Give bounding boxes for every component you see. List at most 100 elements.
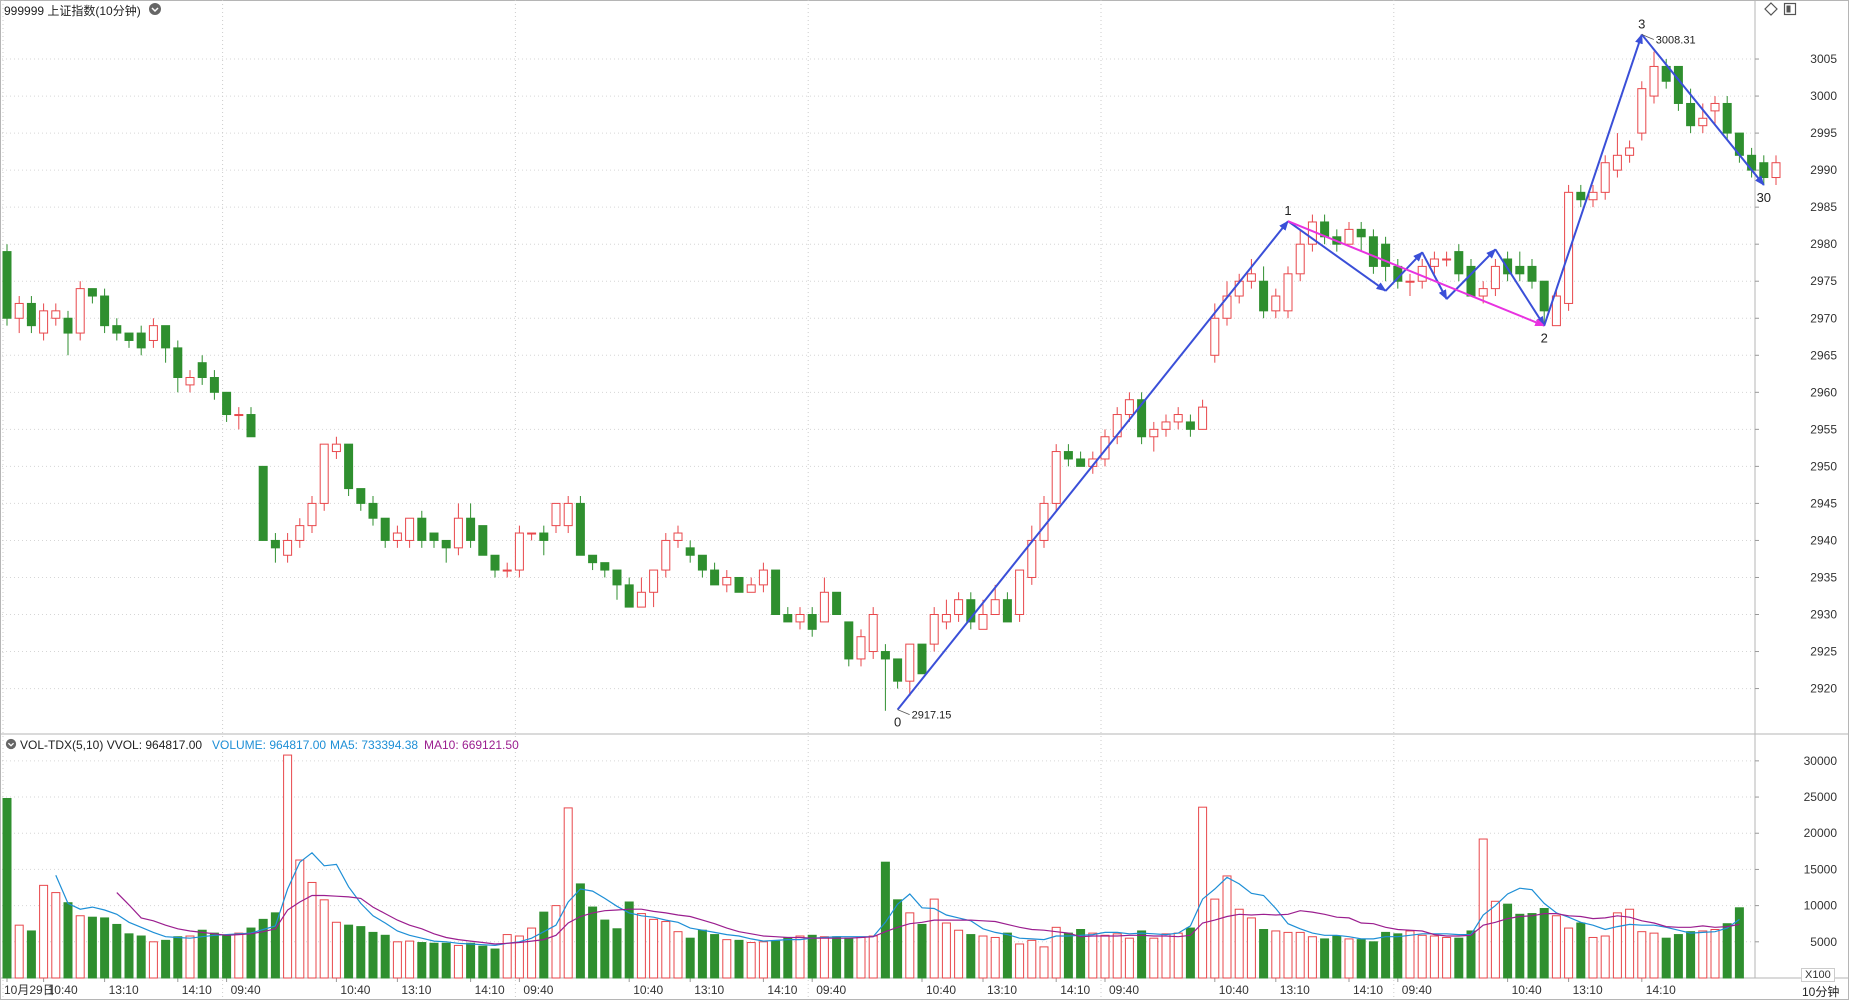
volume-bar [124,933,134,979]
volume-bar [405,940,415,979]
price-tick-label: 2975 [1810,274,1837,288]
wave-label: 30 [1757,190,1771,205]
wave-arrow [1445,248,1497,300]
volume-bar [1515,913,1525,979]
volume-bar [722,939,732,979]
wave-arrow [1543,33,1643,326]
volume-bar [734,939,744,979]
volume-value-label: VOLUME: 964817.00 [212,738,327,752]
volume-bar [673,931,683,979]
volume-bar [819,936,829,979]
candle-body [453,517,463,549]
candle-body [1442,258,1452,261]
candle-body [1686,102,1696,127]
volume-bar [1222,875,1232,979]
candle-body [1210,317,1220,356]
volume-tick-label: 10000 [1804,899,1838,913]
panel-maximize-icon[interactable] [1783,2,1797,19]
candle-body [1405,280,1415,283]
volume-bar [1173,932,1183,979]
candle-body [966,599,976,623]
volume-bar [1063,932,1073,979]
candle-body [26,302,36,327]
candle-body [319,443,329,504]
candle-body [1588,191,1598,201]
volume-bar [356,926,366,979]
volume-panel-menu-icon[interactable] [5,738,17,753]
volume-bar [1259,929,1269,979]
volume-bar [392,941,402,979]
candle-body [1185,421,1195,430]
volume-bar [966,934,976,979]
candle-body [1454,251,1464,275]
candle-body [1283,273,1293,312]
candle-body [1771,162,1781,179]
candle-body [807,614,817,630]
candle-body [527,532,537,535]
price-tick-label: 2990 [1810,163,1837,177]
volume-bar [502,934,512,979]
volume-bar [917,923,927,979]
volume-bar [1234,908,1244,979]
x-tick-label: 14:10 [1353,983,1383,997]
volume-bar [588,906,598,979]
volume-bar [746,942,756,979]
volume-bar [1600,935,1610,979]
x-tick-label: 14:10 [182,983,212,997]
candle-body [197,362,207,378]
volume-bar [75,915,85,979]
price-tick-label: 3005 [1810,52,1837,66]
candle-body [331,443,341,453]
volume-bar [331,921,341,979]
candle-body [758,569,768,586]
volume-bar [795,935,805,979]
candle-body [624,584,634,608]
candle-body [185,377,195,386]
volume-bar [1637,931,1647,979]
volume-bar [136,935,146,979]
candle-body [1271,295,1281,312]
candle-body [87,288,97,297]
volume-bar [1649,932,1659,979]
volume-bar [1320,938,1330,979]
volume-bar [941,922,951,979]
volume-tick-label: 15000 [1804,862,1838,876]
volume-bar [429,942,439,979]
volume-bar [551,905,561,979]
candle-body [722,576,732,586]
candle-body [124,332,134,341]
diamond-icon[interactable] [1764,2,1778,19]
candle-body [490,554,500,571]
volume-bar [173,936,183,979]
volume-bar [1417,934,1427,979]
candle-body [636,591,646,608]
x-tick-label: 13:10 [401,983,431,997]
x-tick-label: 13:10 [1573,983,1603,997]
volume-bar [1686,931,1696,979]
candle-body [588,554,598,564]
volume-bar [710,934,720,979]
candle-body [710,569,720,586]
candle-body [14,302,24,319]
candle-body [783,614,793,623]
candle-body [1246,273,1256,282]
volume-bar [1625,908,1635,979]
candle-body [1063,451,1073,460]
candle-body [1356,228,1366,238]
x-tick-label: 13:10 [109,983,139,997]
candle-body [173,347,183,378]
volume-bar [51,892,61,979]
volume-bar [600,919,610,979]
wave-label: 0 [894,715,901,730]
candle-body [1710,102,1720,112]
wave-arrow [1287,220,1387,292]
candle-body [51,310,61,319]
chevron-down-circle-icon[interactable] [148,2,162,19]
candle-body [39,310,49,334]
period-label[interactable]: 10分钟 [1802,985,1840,999]
price-callout-label: 3008.31 [1656,35,1696,47]
candle-body [1759,162,1769,179]
ma10-value-label: MA10: 669121.50 [424,738,519,752]
volume-bar [844,937,854,979]
